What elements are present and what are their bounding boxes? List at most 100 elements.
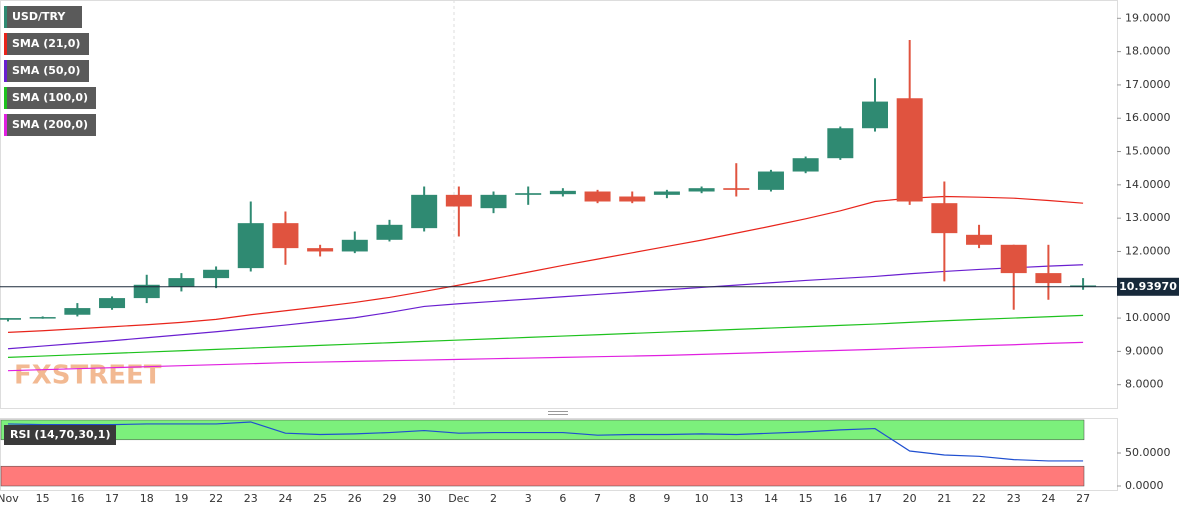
y-tick-label: 14.0000 (1125, 178, 1171, 191)
rsi-band (0, 419, 1085, 441)
candle-body (653, 191, 680, 195)
candle (307, 244, 334, 257)
watermark: FXSTREET (14, 361, 162, 391)
candle (1035, 244, 1062, 300)
x-tick-label: 2 (490, 492, 497, 505)
candle (272, 211, 299, 265)
candle (445, 186, 472, 237)
x-tick-label: Nov (0, 492, 19, 505)
x-tick-label: 21 (937, 492, 951, 505)
candle-body (237, 223, 264, 269)
legend-swatch (4, 60, 7, 82)
x-tick-label: 14 (764, 492, 778, 505)
x-tick-label: 27 (1076, 492, 1090, 505)
x-tick-label: Dec (448, 492, 469, 505)
candle (515, 186, 542, 205)
candle (168, 273, 195, 292)
candle (757, 169, 784, 192)
candle (1070, 278, 1097, 290)
legend-box (4, 6, 82, 28)
x-tick-label: 13 (729, 492, 743, 505)
candle-body (966, 234, 993, 245)
y-tick-label: 10.0000 (1125, 311, 1171, 324)
candle-body (411, 194, 438, 229)
y-tick-label: 13.0000 (1125, 211, 1171, 224)
candle-body (1035, 273, 1062, 284)
x-tick-label: 25 (313, 492, 327, 505)
sma-line (7, 341, 1084, 372)
candle (653, 189, 680, 199)
legend-swatch (4, 33, 7, 55)
legend-swatch (4, 6, 7, 28)
candle-body (480, 194, 507, 209)
candle-body (0, 318, 21, 320)
y-tick-label: 8.0000 (1125, 378, 1164, 391)
candle-body (515, 193, 542, 195)
last-price-label: 10.93970 (1119, 280, 1177, 293)
y-tick-label: 18.0000 (1125, 45, 1171, 58)
legend-label: SMA (200,0) (12, 118, 88, 131)
x-tick-label: 15 (799, 492, 813, 505)
x-tick-label: 29 (382, 492, 396, 505)
x-tick-label: 24 (278, 492, 292, 505)
rsi-panel (0, 418, 1118, 491)
candle (64, 303, 91, 317)
x-tick-label: 6 (559, 492, 566, 505)
x-tick-label: 17 (868, 492, 882, 505)
candle-body (619, 196, 646, 202)
rsi-line (7, 421, 1084, 462)
candle (549, 188, 576, 197)
y-tick-label: 12.0000 (1125, 244, 1171, 257)
x-tick-label: 26 (348, 492, 362, 505)
x-tick-label: 23 (1007, 492, 1021, 505)
candle-body (64, 308, 91, 315)
y-tick-label: 15.0000 (1125, 145, 1171, 158)
candle (688, 186, 715, 194)
candle-body (896, 98, 923, 202)
candle-body (133, 284, 160, 299)
candle-body (827, 128, 854, 159)
legend-label: USD/TRY (12, 10, 66, 23)
x-tick-label: 22 (209, 492, 223, 505)
y-tick-label: 19.0000 (1125, 11, 1171, 24)
legend-label: SMA (50,0) (12, 64, 80, 77)
candle-body (792, 158, 819, 172)
main-panel (0, 0, 1118, 409)
y-tick-label: 0.0000 (1125, 479, 1164, 492)
legend-box (4, 33, 89, 55)
x-tick-label: 24 (1041, 492, 1055, 505)
candle (411, 186, 438, 232)
legend-box (4, 114, 96, 136)
candle-body (723, 188, 750, 190)
candle (341, 231, 368, 254)
x-tick-label: 16 (833, 492, 847, 505)
sma-line (7, 195, 1084, 333)
panel-handle (548, 411, 568, 415)
rsi-band (0, 465, 1085, 487)
x-tick-label: 17 (105, 492, 119, 505)
candle (862, 78, 888, 132)
candle (723, 163, 750, 197)
candle-body (29, 317, 56, 319)
candle-body (341, 239, 368, 252)
candle (896, 39, 923, 205)
x-tick-label: 18 (140, 492, 154, 505)
x-tick-label: 22 (972, 492, 986, 505)
candle (619, 191, 646, 204)
candle-body (688, 188, 715, 192)
candle-body (168, 278, 195, 287)
candle (203, 266, 230, 289)
last-price-box (1117, 277, 1179, 296)
x-tick-label: 19 (174, 492, 188, 505)
x-tick-label: 10 (695, 492, 709, 505)
candle (792, 156, 819, 174)
y-tick-label: 17.0000 (1125, 78, 1171, 91)
candle (237, 201, 264, 272)
candle (827, 126, 854, 160)
candle-body (203, 269, 230, 279)
candle-body (862, 101, 888, 129)
sma-line (7, 314, 1084, 358)
x-tick-label: 23 (244, 492, 258, 505)
candle-body (1000, 244, 1027, 274)
x-tick-label: 16 (70, 492, 84, 505)
